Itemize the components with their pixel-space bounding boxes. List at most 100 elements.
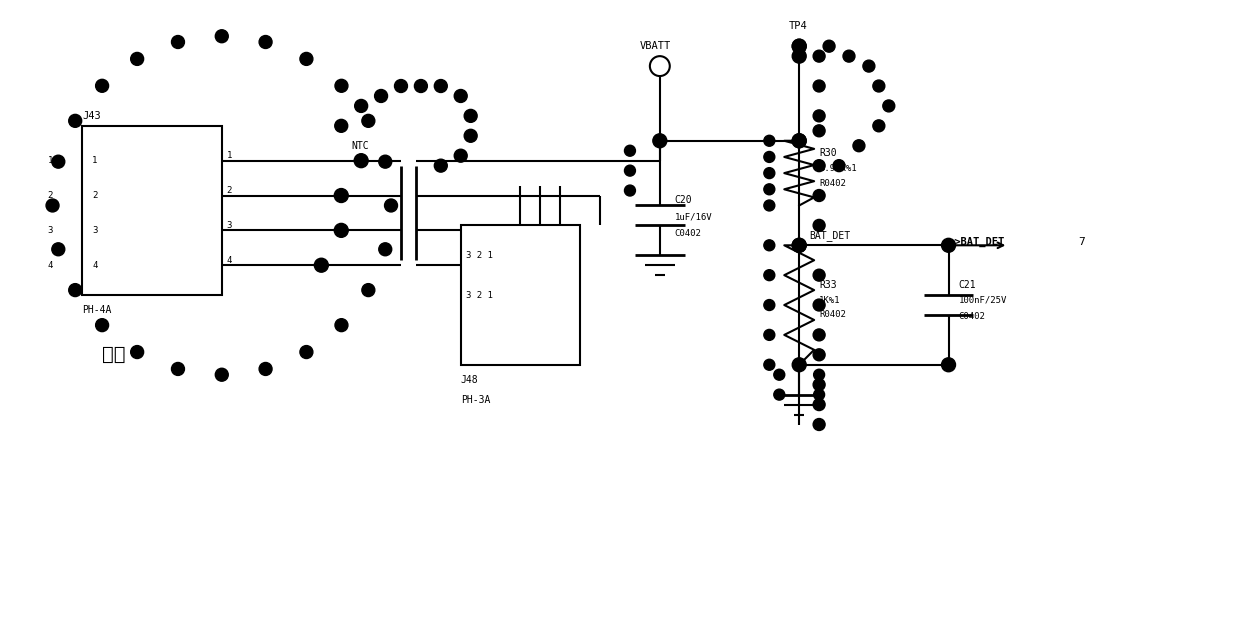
- Circle shape: [813, 50, 825, 62]
- Text: 2: 2: [227, 186, 232, 195]
- Circle shape: [335, 119, 347, 132]
- Circle shape: [813, 389, 825, 400]
- Circle shape: [813, 189, 825, 201]
- Circle shape: [362, 284, 374, 297]
- Circle shape: [941, 357, 956, 372]
- Circle shape: [68, 284, 82, 297]
- Circle shape: [823, 40, 835, 52]
- Circle shape: [374, 89, 388, 102]
- Circle shape: [764, 135, 775, 146]
- Circle shape: [650, 56, 670, 76]
- Text: VBATT: VBATT: [640, 41, 671, 51]
- Circle shape: [764, 200, 775, 211]
- Circle shape: [792, 134, 806, 148]
- Text: C0402: C0402: [959, 312, 986, 321]
- Text: 4: 4: [92, 261, 98, 270]
- Bar: [82, 126, 222, 295]
- Circle shape: [764, 151, 775, 162]
- Circle shape: [52, 242, 64, 256]
- Circle shape: [171, 362, 185, 376]
- Circle shape: [335, 79, 348, 92]
- Text: R0402: R0402: [820, 311, 846, 319]
- Text: C20: C20: [675, 196, 692, 206]
- Circle shape: [378, 242, 392, 256]
- Circle shape: [764, 299, 775, 311]
- Circle shape: [130, 52, 144, 66]
- Circle shape: [335, 189, 348, 202]
- Text: 4: 4: [227, 256, 232, 265]
- Circle shape: [95, 319, 109, 332]
- Circle shape: [813, 419, 825, 431]
- Circle shape: [259, 362, 272, 376]
- Text: R30: R30: [820, 148, 837, 158]
- Circle shape: [764, 359, 775, 370]
- Circle shape: [873, 120, 885, 132]
- Text: 3: 3: [227, 221, 232, 230]
- Circle shape: [625, 185, 635, 196]
- Circle shape: [813, 399, 825, 411]
- Circle shape: [813, 80, 825, 92]
- Circle shape: [300, 52, 312, 66]
- Circle shape: [378, 155, 392, 168]
- Circle shape: [813, 329, 825, 341]
- Text: 电池: 电池: [103, 345, 125, 364]
- Text: 1uF/16V: 1uF/16V: [675, 213, 713, 222]
- Circle shape: [792, 39, 806, 53]
- Circle shape: [813, 269, 825, 281]
- Circle shape: [394, 79, 408, 92]
- Text: C21: C21: [959, 280, 976, 290]
- Text: J43: J43: [82, 111, 102, 121]
- Text: 2: 2: [92, 191, 98, 200]
- Circle shape: [764, 270, 775, 281]
- Circle shape: [652, 134, 667, 148]
- Circle shape: [813, 219, 825, 231]
- Circle shape: [171, 36, 185, 49]
- Circle shape: [625, 145, 635, 156]
- Circle shape: [941, 238, 956, 252]
- Circle shape: [813, 125, 825, 137]
- Circle shape: [454, 149, 467, 162]
- Circle shape: [833, 159, 844, 172]
- Circle shape: [863, 60, 875, 72]
- Circle shape: [853, 140, 866, 152]
- Text: BAT_DET: BAT_DET: [810, 230, 851, 241]
- Text: NTC: NTC: [351, 141, 368, 151]
- Circle shape: [843, 50, 854, 62]
- Circle shape: [414, 79, 428, 92]
- Circle shape: [792, 357, 806, 372]
- Text: 7: 7: [1078, 238, 1085, 248]
- Circle shape: [335, 223, 348, 238]
- Circle shape: [774, 369, 785, 380]
- Text: 3: 3: [92, 226, 98, 235]
- Text: 2: 2: [47, 191, 53, 200]
- Circle shape: [873, 80, 885, 92]
- Circle shape: [434, 79, 448, 92]
- Circle shape: [68, 114, 82, 128]
- Circle shape: [764, 184, 775, 195]
- Circle shape: [52, 155, 64, 168]
- Circle shape: [216, 30, 228, 42]
- Circle shape: [813, 369, 825, 380]
- Circle shape: [216, 368, 228, 381]
- Text: 4.99K%1: 4.99K%1: [820, 164, 857, 172]
- Circle shape: [355, 154, 368, 168]
- Circle shape: [764, 240, 775, 251]
- Text: 100nF/25V: 100nF/25V: [959, 296, 1007, 304]
- Text: R0402: R0402: [820, 179, 846, 187]
- Text: PH-3A: PH-3A: [461, 394, 490, 404]
- Text: 3 2 1: 3 2 1: [466, 251, 492, 260]
- Circle shape: [813, 110, 825, 122]
- Circle shape: [625, 165, 635, 176]
- Bar: [461, 226, 580, 365]
- Circle shape: [362, 114, 374, 128]
- Circle shape: [792, 49, 806, 63]
- Circle shape: [464, 109, 477, 123]
- Circle shape: [454, 89, 467, 102]
- Text: PH-4A: PH-4A: [82, 305, 112, 315]
- Text: 1: 1: [47, 156, 53, 165]
- Circle shape: [259, 36, 272, 49]
- Circle shape: [95, 79, 109, 92]
- Circle shape: [384, 199, 398, 212]
- Circle shape: [792, 238, 806, 252]
- Text: 1K%1: 1K%1: [820, 296, 841, 304]
